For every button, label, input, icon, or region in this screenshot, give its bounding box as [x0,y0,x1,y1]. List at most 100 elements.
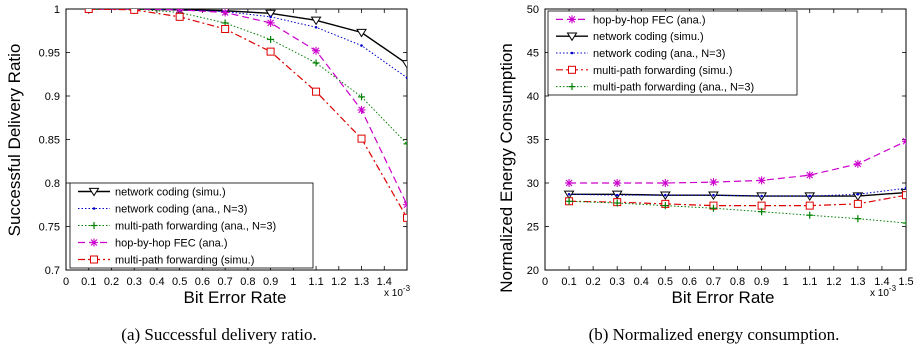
chart-a-legend-item: multi-path forwarding (ana., N=3) [78,221,276,233]
chart-b-y-tick-label: 40 [527,91,539,103]
chart-b-legend-box [547,10,798,96]
chart-b-series-line [569,194,906,207]
chart-b-x-tick-label: 0 [542,276,548,288]
chart-b-data-point [853,199,862,208]
chart-b-caption: (b) Normalized energy consumption. [589,325,840,344]
chart-b-x-tick-label: 1.2 [826,276,841,288]
chart-a-legend-item: hop-by-hop FEC (ana.) [78,238,228,250]
chart-b-y-tick-label: 25 [527,222,539,234]
chart-b-x-tick-label: 0.7 [706,276,721,288]
chart-b-x-tick-label: 0.5 [658,276,673,288]
chart-a-legend-label: network coding (ana., N=3) [115,204,247,216]
chart-a-legend-marker [90,238,98,247]
chart-a-x-tick-label: 1.4 [377,276,392,288]
chart-a-legend-item: multi-path forwarding (simu.) [78,255,254,267]
chart-a-y-tick-label: 0.7 [45,265,60,277]
chart-a-legend-marker [90,255,98,264]
chart-a-legend-label: multi-path forwarding (ana., N=3) [115,221,276,233]
chart-a-data-point [266,47,275,56]
chart-b-data-point [567,193,571,196]
chart-b-x-tick-label: 0.8 [730,276,745,288]
chart-b-data-point [661,179,670,187]
chart-b-legend-label: multi-path forwarding (ana., N=3) [593,82,754,94]
chart-a-series-line [88,9,407,219]
chart-b-legend-marker [566,32,578,42]
chart-b-x-tick-label: 0.1 [561,276,576,288]
chart-b-series-0 [565,137,906,187]
chart-a-x-tick-label: 0.5 [172,276,187,288]
chart-a-x-multiplier: x 10-3 [384,284,411,299]
chart-a-x-tick-label: 0 [63,276,69,288]
chart-a-data-point [360,44,363,47]
chart-b-y-tick-label: 35 [527,135,539,147]
chart-a-series-line [88,9,407,206]
chart-b-series-4 [565,197,906,227]
chart-b-data-point [565,179,574,187]
chart-b-x-tick-label: 1.4 [874,276,889,288]
chart-b-data-point [757,201,766,210]
chart-b-data-point [805,171,814,180]
chart-a-legend-marker [88,187,100,197]
chart-a-series-4 [84,9,407,222]
chart-a-legend-label: multi-path forwarding (simu.) [115,255,254,267]
chart-b-series-2 [567,186,906,198]
chart-b-data-point [902,137,906,146]
chart-b-data-point [760,194,763,198]
chart-a-data-point [221,9,230,17]
chart-a-data-point [312,87,321,96]
chart-b-ylabel: Normalized Energy Consumption [497,43,516,292]
chart-b-legend-marker [568,15,576,24]
chart-a-legend: network coding (simu.) network coding (an… [69,182,314,269]
chart-a-xlabel: Bit Error Rate [184,288,287,307]
chart-a-y-tick-label: 1 [54,4,60,16]
chart-a-legend-item: network coding (ana., N=3) [78,204,247,216]
chart-b-legend-item: multi-path forwarding (simu.) [556,65,732,77]
chart-a-x-tick-label: 0.4 [149,276,164,288]
chart-a-x-tick-label: 0.2 [104,276,119,288]
chart-b-data-point [854,215,862,223]
chart-a-legend-marker [90,222,98,229]
chart-a-legend-item: network coding (simu.) [78,187,226,199]
chart-a-data-point [269,15,272,19]
chart-b-x-tick-label: 0.2 [585,276,600,288]
chart-a-data-point [266,18,275,27]
chart-a-data-point [357,105,366,114]
chart-b-data-point [856,193,860,196]
chart-a-legend-marker [92,207,96,210]
chart-a-legend-label: hop-by-hop FEC (ana.) [115,238,228,250]
chart-b-data-point [904,186,906,190]
chart-b-x-tick-label: 1.5 [898,276,913,288]
chart-a-data-point [84,9,93,13]
chart-b-data-point [757,176,766,185]
chart-a-data-point [405,76,407,80]
chart-a-x-tick-label: 0.6 [195,276,210,288]
chart-b-data-point [615,193,619,197]
chart-b-x-tick-label: 0.4 [634,276,649,288]
chart-a-x-tick-label: 0.8 [240,276,255,288]
chart-panel-b: Normalized Energy Consumption Bit Error … [497,4,914,344]
chart-a-y-tick-label: 0.95 [39,48,60,60]
chart-a-data-point [403,213,407,222]
chart-a-data-point [265,9,277,19]
chart-a-data-point [314,25,318,29]
chart-a-x-tick-label: 0.3 [127,276,142,288]
chart-b-y-tick-label: 45 [527,48,539,60]
chart-b-legend: hop-by-hop FEC (ana.) network coding (sim… [547,10,798,96]
chart-b-data-point [661,202,669,210]
chart-a-caption: (a) Successful delivery ratio. [121,325,316,344]
chart-a-data-point [356,28,367,38]
chart-b-y-tick-label: 50 [527,4,539,16]
chart-b-series-line [569,200,906,224]
chart-b-x-tick-label: 0.3 [610,276,625,288]
chart-b-series-line [569,140,906,184]
chart-b-data-point [902,219,906,227]
chart-b-legend-marker [570,51,574,55]
chart-b-x-tick-label: 0.9 [754,276,769,288]
chart-a-x-tick-label: 1.2 [331,276,346,288]
chart-b-data-point [565,197,573,205]
chart-a-data-point [221,25,230,34]
chart-a-data-point [357,134,366,143]
chart-b-data-point [709,204,717,212]
chart-b-data-point [664,193,667,197]
